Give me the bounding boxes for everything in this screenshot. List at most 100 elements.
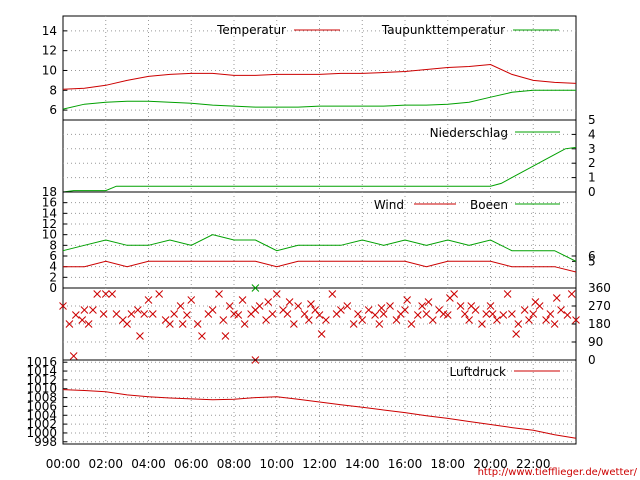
point-stroke	[424, 298, 433, 306]
series-line-0	[62, 146, 577, 193]
point-stroke	[343, 302, 352, 310]
data-point	[123, 320, 131, 328]
point-stroke	[140, 310, 149, 318]
y-tick-label-right: 5	[588, 113, 596, 127]
y-tick-label: 1006	[26, 399, 57, 413]
point-stroke	[531, 298, 540, 306]
x-tick-label: 22:00	[516, 457, 551, 471]
point-stroke	[268, 310, 277, 318]
data-point	[136, 332, 144, 340]
series-line-0	[62, 63, 577, 90]
series-line-0	[63, 260, 577, 273]
data-point	[446, 294, 454, 302]
data-point	[89, 306, 97, 314]
data-point	[386, 302, 394, 310]
point-stroke	[482, 310, 491, 318]
point-stroke	[546, 310, 555, 318]
point-stroke	[272, 290, 281, 298]
data-point	[525, 316, 533, 324]
data-point	[93, 290, 102, 298]
x-tick-label: 16:00	[388, 457, 423, 471]
y-tick-label: 1002	[26, 417, 57, 431]
point-stroke	[377, 304, 386, 312]
y-tick-label: 8	[49, 83, 57, 97]
data-point	[234, 311, 243, 319]
point-stroke	[279, 306, 288, 314]
point-stroke	[443, 311, 452, 319]
data-point	[371, 311, 379, 319]
point-stroke	[488, 310, 497, 318]
data-point	[520, 306, 529, 314]
point-stroke	[264, 298, 273, 306]
point-stroke	[59, 302, 67, 310]
point-stroke	[392, 316, 401, 324]
data-point	[112, 310, 121, 318]
y-tick-label-right: 360	[588, 281, 611, 295]
data-point	[101, 290, 110, 298]
point-stroke	[80, 306, 89, 314]
data-point	[503, 290, 512, 298]
data-point	[465, 316, 473, 324]
credit-link[interactable]: http://www.tiefflieger.de/wetter/	[478, 467, 638, 478]
data-point	[272, 290, 281, 298]
point-stroke	[136, 332, 144, 340]
x-tick-label: 06:00	[174, 457, 209, 471]
point-stroke	[512, 330, 521, 338]
data-point	[78, 316, 87, 324]
point-stroke	[375, 320, 384, 328]
point-stroke	[418, 302, 426, 310]
x-tick-label: 18:00	[430, 457, 465, 471]
y-tick-label: 1016	[26, 355, 57, 369]
data-point	[127, 310, 136, 318]
y-tick-label-right: 0	[588, 353, 596, 367]
data-point	[166, 320, 174, 328]
point-stroke	[215, 290, 223, 298]
point-stroke	[93, 290, 102, 298]
data-point	[467, 302, 476, 310]
data-point	[304, 316, 313, 324]
point-stroke	[166, 320, 174, 328]
point-stroke	[328, 290, 337, 298]
data-point	[221, 332, 230, 340]
y-tick-label: 12	[42, 217, 57, 231]
data-point	[148, 310, 157, 318]
legend-label-taupunkttemperatur: Taupunkttemperatur	[381, 23, 505, 37]
point-stroke	[557, 306, 565, 314]
data-point	[59, 302, 67, 310]
data-point	[289, 320, 298, 328]
data-point	[364, 306, 373, 314]
point-stroke	[358, 316, 367, 324]
y-tick-label: 6	[49, 249, 57, 263]
point-stroke	[225, 302, 234, 310]
point-stroke	[401, 306, 409, 314]
x-tick-label: 10:00	[259, 457, 294, 471]
point-stroke	[456, 302, 465, 310]
temperature-panel: 6 8 10 12 14 Temperatur Taupunkttemperatur	[42, 15, 577, 121]
data-point	[65, 320, 74, 328]
data-point	[283, 310, 292, 318]
data-point	[443, 311, 452, 319]
point-stroke	[198, 332, 206, 340]
point-stroke	[234, 311, 243, 319]
y-tick-label-right: 2	[588, 156, 596, 170]
y-tick-label-right: 180	[588, 317, 611, 331]
data-point	[499, 311, 508, 319]
data-point	[456, 302, 465, 310]
point-stroke	[364, 306, 373, 314]
legend-label-boeen: Boeen	[470, 198, 508, 212]
point-stroke	[478, 320, 486, 328]
series-line-1	[62, 234, 577, 262]
data-point	[424, 298, 433, 306]
point-stroke	[567, 290, 576, 298]
data-point	[482, 310, 491, 318]
point-stroke	[294, 302, 302, 310]
data-point	[550, 320, 559, 328]
data-point	[358, 316, 367, 324]
point-stroke	[525, 316, 533, 324]
data-point	[170, 310, 179, 318]
data-point	[307, 300, 315, 308]
point-stroke	[403, 296, 411, 304]
data-point	[546, 310, 555, 318]
data-point	[108, 290, 117, 298]
